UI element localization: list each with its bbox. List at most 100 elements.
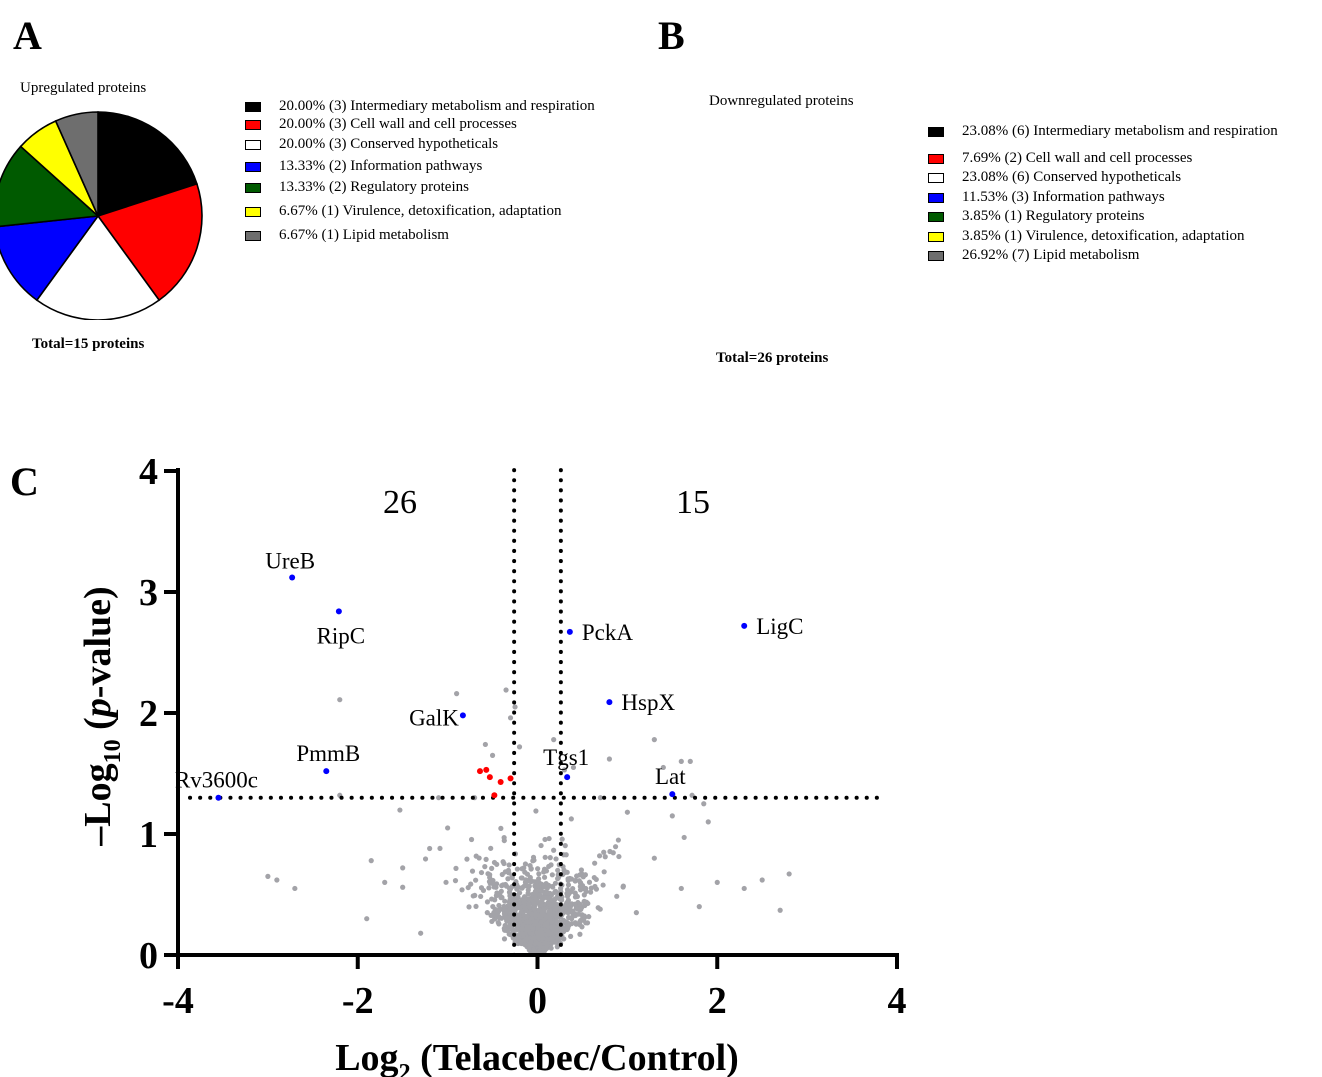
pie-slice-lipid-metabolism	[54, 111, 99, 217]
data-point	[714, 879, 720, 885]
point-label: PmmB	[296, 741, 360, 766]
data-point	[588, 889, 594, 895]
data-point	[522, 861, 529, 867]
legend-swatch	[245, 102, 261, 112]
y-tick-label: 4	[139, 451, 158, 493]
data-point	[555, 876, 561, 882]
data-point	[572, 894, 579, 900]
data-point	[514, 885, 520, 892]
data-point	[507, 897, 513, 903]
data-point	[502, 922, 508, 929]
data-point	[568, 816, 574, 822]
data-point	[557, 926, 563, 932]
pie-slice-intermediary-metabolism-and-respiration	[97, 111, 198, 218]
data-point	[561, 936, 567, 942]
legend-label: 3.85% (1) Regulatory proteins	[962, 208, 1145, 224]
data-point	[443, 879, 449, 885]
data-point	[520, 931, 527, 938]
data-point	[549, 902, 555, 908]
data-point	[468, 836, 475, 843]
legend-label: 3.85% (1) Virulence, detoxification, ada…	[962, 228, 1245, 244]
data-point	[678, 885, 684, 892]
x-tick-label: 0	[528, 980, 547, 1022]
data-point	[364, 916, 370, 922]
data-point	[596, 853, 603, 859]
data-point	[564, 893, 571, 899]
data-point	[382, 879, 388, 885]
data-point	[507, 715, 514, 721]
data-point	[482, 741, 488, 748]
data-point	[535, 933, 541, 939]
point-label: HspX	[621, 690, 675, 715]
data-point	[514, 927, 520, 933]
data-point	[651, 855, 657, 861]
data-point	[570, 886, 576, 892]
data-point	[494, 881, 500, 887]
labeled-data-point	[335, 608, 342, 615]
legend-swatch	[928, 154, 944, 164]
data-point	[514, 914, 520, 920]
data-point	[559, 836, 565, 842]
data-point	[524, 919, 530, 925]
data-point	[578, 867, 584, 873]
pie-b-title: Downregulated proteins	[709, 93, 854, 109]
data-point	[568, 933, 574, 939]
data-point	[614, 893, 620, 899]
data-point	[577, 883, 583, 890]
data-point	[501, 911, 508, 917]
data-point	[551, 847, 557, 853]
data-point	[568, 907, 574, 913]
data-point	[483, 856, 489, 862]
data-point	[541, 874, 548, 880]
data-point	[552, 880, 559, 886]
pie-b-total: Total=26 proteins	[716, 350, 829, 366]
data-point	[542, 854, 548, 860]
data-point	[701, 801, 707, 807]
labeled-data-point	[606, 699, 613, 706]
legend-swatch	[928, 212, 944, 222]
data-point	[516, 744, 523, 750]
data-point	[522, 905, 528, 911]
data-point	[453, 865, 459, 871]
data-point	[536, 871, 542, 877]
highlighted-data-point	[476, 768, 483, 775]
data-point	[498, 825, 504, 831]
data-point	[535, 866, 541, 872]
data-point	[491, 859, 498, 866]
x-tick-label: 4	[888, 980, 907, 1022]
point-label: RipC	[317, 623, 366, 648]
data-point	[549, 872, 555, 878]
data-point	[606, 756, 613, 762]
legend-label: 20.00% (3) Conserved hypotheticals	[279, 136, 499, 152]
data-point	[567, 875, 573, 882]
data-point	[484, 910, 490, 916]
data-point	[468, 881, 474, 887]
data-point	[615, 837, 621, 843]
labeled-data-point	[215, 794, 222, 801]
data-point	[517, 904, 524, 911]
labeled-data-point	[564, 774, 571, 781]
labeled-data-point	[459, 712, 466, 719]
data-point	[522, 937, 529, 944]
data-point	[522, 941, 528, 947]
data-point	[602, 854, 608, 860]
data-point	[541, 948, 547, 955]
legend-swatch	[928, 173, 944, 183]
data-point	[526, 896, 532, 902]
legend-swatch	[928, 127, 944, 137]
data-point	[553, 905, 559, 912]
data-point	[489, 896, 495, 902]
data-point	[601, 849, 607, 855]
data-point	[561, 920, 567, 926]
data-point	[565, 925, 571, 932]
data-point	[533, 808, 539, 814]
y-tick-label: 2	[139, 693, 158, 735]
data-point	[553, 856, 559, 862]
y-tick-label: 0	[139, 935, 158, 977]
legend-label: 7.69% (2) Cell wall and cell processes	[962, 150, 1193, 166]
data-point	[400, 865, 406, 871]
data-point	[522, 879, 529, 885]
data-point	[536, 876, 542, 882]
data-point	[582, 872, 588, 878]
data-point	[512, 704, 518, 710]
